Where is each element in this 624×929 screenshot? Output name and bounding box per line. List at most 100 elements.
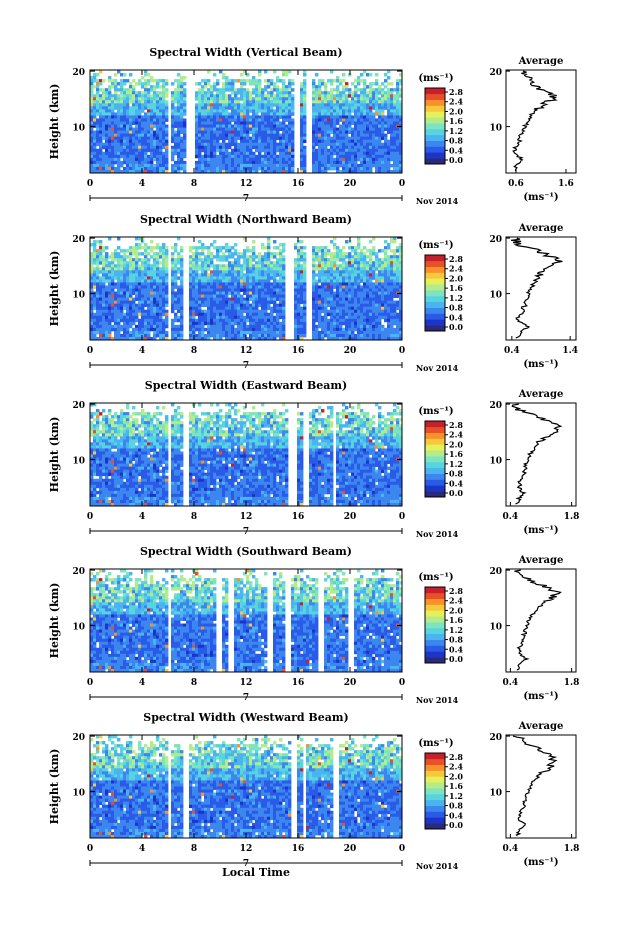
heatmap-cell: [321, 294, 325, 298]
heatmap-cell: [177, 115, 181, 119]
heatmap-cell: [261, 148, 265, 153]
heatmap-cell: [96, 106, 100, 110]
heatmap-cell: [267, 160, 271, 165]
heatmap-cell: [300, 139, 304, 144]
heatmap-cell: [240, 157, 244, 162]
heatmap-cell: [228, 154, 232, 159]
heatmap-cell: [333, 88, 337, 92]
heatmap-cell: [282, 127, 286, 131]
heatmap-cell: [162, 267, 166, 271]
heatmap-cell: [264, 127, 268, 131]
heatmap-cell: [147, 88, 151, 92]
heatmap-cell: [282, 70, 286, 74]
heatmap-cell: [354, 118, 358, 122]
heatmap-cell: [129, 321, 133, 326]
heatmap-cell: [384, 118, 388, 122]
heatmap-cell: [372, 145, 376, 150]
heatmap-cell: [129, 148, 133, 153]
heatmap-cell: [291, 121, 295, 125]
heatmap-cell: [219, 336, 223, 341]
heatmap-cell: [204, 124, 208, 128]
heatmap-cell: [396, 100, 400, 104]
heatmap-cell: [144, 276, 148, 280]
heatmap-cell: [276, 136, 280, 141]
heatmap-cell: [333, 121, 337, 125]
heatmap-cell: [171, 118, 175, 122]
heatmap-cell: [366, 157, 370, 162]
heatmap-cell: [120, 294, 124, 298]
heatmap-cell: [258, 136, 262, 141]
heatmap-cell: [132, 267, 136, 271]
heatmap-cell: [174, 333, 178, 338]
heatmap-cell: [324, 88, 328, 92]
heatmap-cell: [366, 73, 370, 77]
heatmap-cell: [207, 336, 211, 341]
heatmap-cell: [330, 264, 334, 268]
heatmap-cell: [300, 88, 304, 92]
heatmap-cell: [345, 109, 349, 113]
heatmap-cell: [360, 166, 364, 171]
heatmap-cell: [129, 282, 133, 286]
heatmap-cell: [150, 270, 154, 274]
heatmap-cell: [381, 118, 385, 122]
heatmap-cell: [210, 282, 214, 286]
heatmap-cell: [93, 300, 97, 305]
heatmap-cell: [303, 270, 307, 274]
heatmap-cell: [96, 136, 100, 141]
heatmap-cell: [120, 85, 124, 89]
heatmap-cell: [204, 267, 208, 271]
heatmap-cell: [198, 145, 202, 150]
heatmap-cell: [96, 285, 100, 289]
heatmap-cell: [270, 321, 274, 326]
heatmap-cell: [96, 267, 100, 271]
heatmap-cell: [111, 297, 115, 302]
heatmap-cell: [117, 94, 121, 98]
heatmap-cell: [120, 291, 124, 295]
heatmap-cell: [384, 133, 388, 138]
heatmap-cell: [276, 121, 280, 125]
heatmap-cell: [90, 97, 94, 101]
heatmap-cell: [336, 142, 340, 147]
heatmap-cell: [135, 142, 139, 147]
heatmap-cell: [387, 88, 391, 92]
heatmap-cell: [207, 276, 211, 280]
heatmap-cell: [108, 109, 112, 113]
heatmap-cell: [300, 270, 304, 274]
heatmap-cell: [180, 166, 184, 171]
heatmap-cell: [111, 97, 115, 101]
heatmap-cell: [345, 100, 349, 104]
heatmap-cell: [279, 279, 283, 283]
heatmap-cell: [180, 279, 184, 283]
heatmap-cell: [243, 79, 247, 83]
heatmap-cell: [327, 327, 331, 332]
heatmap-cell: [108, 145, 112, 150]
heatmap-cell: [357, 133, 361, 138]
heatmap-cell: [144, 91, 148, 95]
heatmap-cell: [102, 142, 106, 147]
heatmap-cell: [231, 267, 235, 271]
heatmap-cell: [237, 309, 241, 314]
heatmap-cell: [147, 148, 151, 153]
heatmap-cell: [342, 112, 346, 116]
heatmap-cell: [240, 121, 244, 125]
heatmap-cell: [312, 330, 316, 335]
heatmap-cell: [375, 154, 379, 159]
heatmap-cell: [126, 154, 130, 159]
heatmap-cell: [126, 333, 130, 338]
heatmap-cell: [348, 130, 352, 135]
heatmap-cell: [198, 97, 202, 101]
heatmap-cell: [123, 169, 127, 174]
heatmap-cell: [108, 318, 112, 323]
heatmap-cell: [351, 97, 355, 101]
heatmap-cell: [342, 100, 346, 104]
heatmap-cell: [318, 97, 322, 101]
heatmap-cell: [135, 103, 139, 107]
heatmap-cell: [315, 121, 319, 125]
heatmap-cell: [126, 306, 130, 311]
heatmap-cell: [117, 115, 121, 119]
heatmap-cell: [339, 148, 343, 153]
heatmap-cell: [237, 300, 241, 305]
heatmap-cell: [156, 318, 160, 323]
heatmap-cell: [303, 112, 307, 116]
heatmap-cell: [297, 309, 301, 314]
